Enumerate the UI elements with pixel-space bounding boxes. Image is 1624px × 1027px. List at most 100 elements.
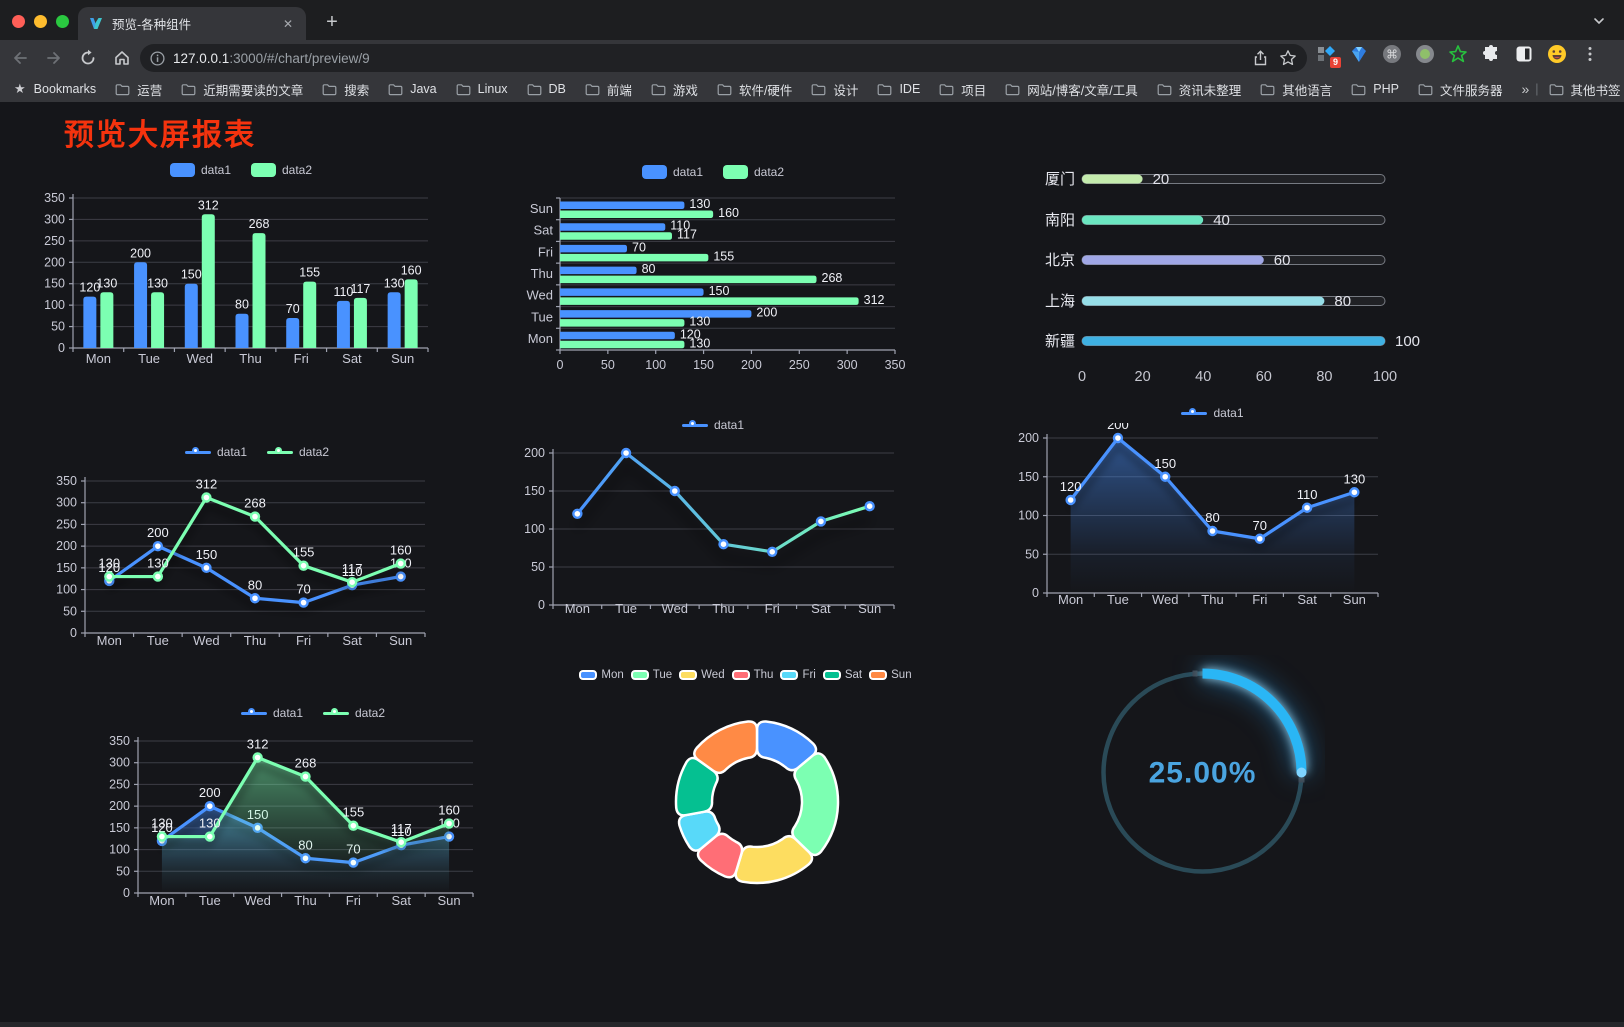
bookmarks-star-icon[interactable]: ★ [14, 81, 26, 96]
legend-item[interactable]: data1 [641, 165, 703, 179]
svg-text:268: 268 [244, 496, 266, 511]
svg-text:130: 130 [98, 556, 120, 571]
bookmark-label: 网站/博客/文章/工具 [1027, 83, 1138, 98]
svg-text:80: 80 [235, 298, 249, 312]
svg-text:155: 155 [299, 266, 320, 280]
svg-text:Sat: Sat [342, 351, 362, 366]
bookmark-folder-list: 运营 近期需要读的文章 搜索 Java Linux DB 前端 游戏 软件/硬件 设计 IDE 项目 网… [115, 80, 1521, 99]
folder-icon [939, 83, 954, 95]
extension-command-icon[interactable]: ⌘ [1382, 44, 1402, 64]
bookmarks-label[interactable]: Bookmarks [33, 82, 97, 96]
svg-text:100: 100 [56, 583, 77, 597]
bookmark-folder-item[interactable]: DB [527, 80, 566, 99]
extension-green-star-icon[interactable] [1448, 44, 1468, 64]
bookmark-folder-item[interactable]: 软件/硬件 [717, 80, 792, 99]
extension-puzzle-icon[interactable] [1481, 44, 1501, 64]
svg-text:110: 110 [670, 219, 690, 233]
tab-search-chevron-icon[interactable] [1592, 14, 1606, 28]
address-bar[interactable]: 127.0.0.1:3000/#/chart/preview/9 [140, 44, 1307, 72]
chart-legend: data1 data2 [118, 703, 508, 723]
svg-text:117: 117 [391, 821, 412, 836]
home-icon[interactable] [108, 44, 136, 72]
extension-grid-icon[interactable]: 9 [1316, 44, 1341, 68]
svg-text:160: 160 [718, 206, 739, 220]
legend-item[interactable]: data1 [1181, 406, 1244, 421]
bookmark-folder-item[interactable]: 网站/博客/文章/工具 [1005, 80, 1138, 99]
legend-item[interactable]: Sun [869, 669, 912, 681]
bookmarks-overflow-chevron[interactable]: » [1521, 81, 1530, 97]
bookmark-folder-item[interactable]: 游戏 [651, 80, 698, 99]
svg-text:130: 130 [384, 276, 405, 290]
svg-text:250: 250 [789, 358, 810, 372]
browser-tab[interactable]: 预览-各种组件 ✕ [78, 7, 306, 40]
bookmark-folder-item[interactable]: Java [388, 80, 437, 99]
bookmark-folder-item[interactable]: Linux [456, 80, 508, 99]
chart-bar-vertical: data1 data2 0 50 100 150 200 250 300 350 Mon Tue Wed… [28, 160, 438, 375]
svg-text:100: 100 [1373, 369, 1397, 385]
legend-swatch [1181, 406, 1208, 421]
bookmark-star-icon[interactable] [1279, 49, 1297, 67]
svg-text:Thu: Thu [712, 601, 734, 616]
svg-text:Fri: Fri [1252, 592, 1267, 607]
legend-item[interactable]: Mon [579, 669, 624, 681]
legend-item[interactable]: data2 [267, 445, 329, 460]
legend-item[interactable]: Thu [731, 669, 773, 681]
new-tab-button[interactable]: + [326, 11, 338, 33]
bookmark-label: IDE [899, 82, 921, 96]
legend-swatch [323, 706, 349, 721]
svg-text:Sat: Sat [1297, 592, 1317, 607]
bookmark-folder-item[interactable]: 资讯未整理 [1157, 80, 1241, 99]
bookmark-folder-item[interactable]: 其他语言 [1260, 80, 1332, 99]
svg-text:200: 200 [44, 255, 65, 269]
extension-green-dot-icon[interactable] [1415, 44, 1435, 64]
bookmark-folder-item[interactable]: IDE [877, 80, 920, 99]
bookmark-folder-item[interactable]: 文件服务器 [1418, 80, 1503, 99]
window-minimize-button[interactable] [34, 15, 47, 28]
extension-emoji-icon[interactable] [1547, 44, 1567, 64]
svg-text:130: 130 [689, 315, 710, 329]
bookmark-folder-item[interactable]: 设计 [811, 80, 858, 99]
svg-text:Thu: Thu [531, 266, 553, 281]
legend-item[interactable]: Wed [679, 669, 725, 681]
legend-item[interactable]: data1 [184, 445, 247, 460]
folder-icon [1351, 83, 1366, 95]
svg-text:Thu: Thu [239, 351, 261, 366]
legend-item[interactable]: data2 [723, 165, 784, 179]
legend-item[interactable]: data2 [323, 706, 385, 721]
extension-dark-reader-icon[interactable] [1514, 44, 1534, 64]
back-icon[interactable] [6, 44, 34, 72]
progress-bars-svg: 厦门 20 南阳 40 北京 60 上海 80 新疆 100 0 20 40 60 80 100 [1045, 171, 1420, 385]
bookmark-folder-item[interactable]: 运营 [115, 80, 162, 99]
bookmark-label: Linux [477, 82, 508, 96]
legend-label: Wed [701, 669, 725, 681]
bookmark-folder-item[interactable]: PHP [1351, 80, 1399, 99]
window-maximize-button[interactable] [56, 15, 69, 28]
reload-icon[interactable] [74, 44, 102, 72]
chart-area-double: data1 data2 0 50 100 150 200 250 300 350 Mon Tue Wed… [95, 703, 485, 918]
bookmark-label: Java [410, 82, 437, 96]
forward-icon[interactable] [40, 44, 68, 72]
tab-close-icon[interactable]: ✕ [282, 16, 293, 31]
legend-item[interactable]: data1 [169, 163, 231, 177]
chart-area-single: data1 0 50 100 150 200 Mon Tue Wed Thu Fri Sat Sun 12… [995, 403, 1390, 618]
other-bookmarks-folder[interactable]: 其他书签 [1549, 80, 1621, 99]
legend-item[interactable]: Sat [822, 669, 862, 681]
legend-item[interactable]: data2 [251, 163, 312, 177]
browser-menu-icon[interactable] [1580, 44, 1600, 64]
legend-item[interactable]: Fri [780, 669, 816, 681]
svg-text:Fri: Fri [294, 351, 309, 366]
share-icon[interactable] [1252, 49, 1269, 67]
bookmark-folder-item[interactable]: 项目 [939, 80, 986, 99]
legend-label: Fri [802, 669, 816, 681]
legend-item[interactable]: data1 [240, 706, 303, 721]
legend-item[interactable]: data1 [681, 418, 744, 433]
legend-item[interactable]: Tue [630, 669, 672, 681]
svg-text:268: 268 [295, 756, 317, 771]
bookmark-folder-item[interactable]: 近期需要读的文章 [181, 80, 303, 99]
window-close-button[interactable] [12, 15, 25, 28]
extension-gem-icon[interactable] [1349, 44, 1369, 64]
bookmark-label: 文件服务器 [1439, 83, 1503, 98]
bookmark-folder-item[interactable]: 前端 [585, 80, 632, 99]
bookmark-folder-item[interactable]: 搜索 [322, 80, 369, 99]
site-info-icon[interactable] [150, 50, 165, 66]
